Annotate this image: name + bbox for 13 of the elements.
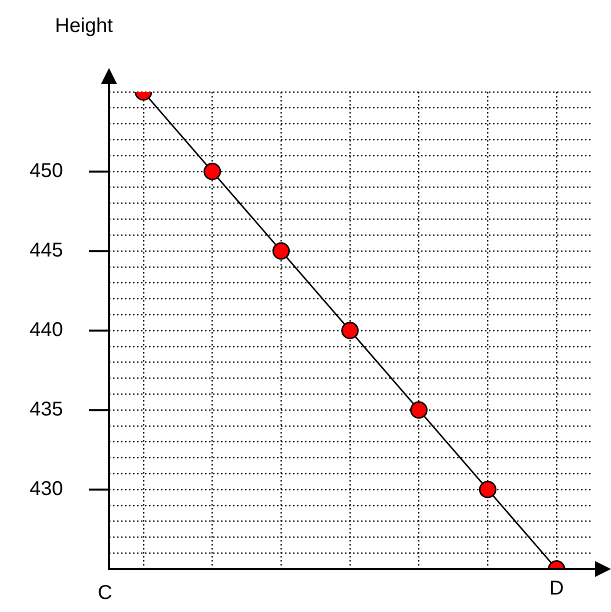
y-tick-label: 435 — [30, 398, 63, 421]
y-tick-label: 450 — [30, 160, 63, 182]
point — [410, 401, 428, 419]
point — [478, 480, 496, 498]
point — [272, 242, 290, 260]
point — [341, 322, 359, 340]
x-tick-label: D — [549, 578, 564, 600]
y-axis-title: Height — [55, 15, 114, 37]
y-tick-label: 430 — [30, 478, 63, 500]
text: C — [98, 582, 112, 604]
y-tick-label: 445 — [30, 240, 63, 262]
point — [204, 162, 222, 180]
y-tick-label: 440 — [30, 319, 63, 342]
